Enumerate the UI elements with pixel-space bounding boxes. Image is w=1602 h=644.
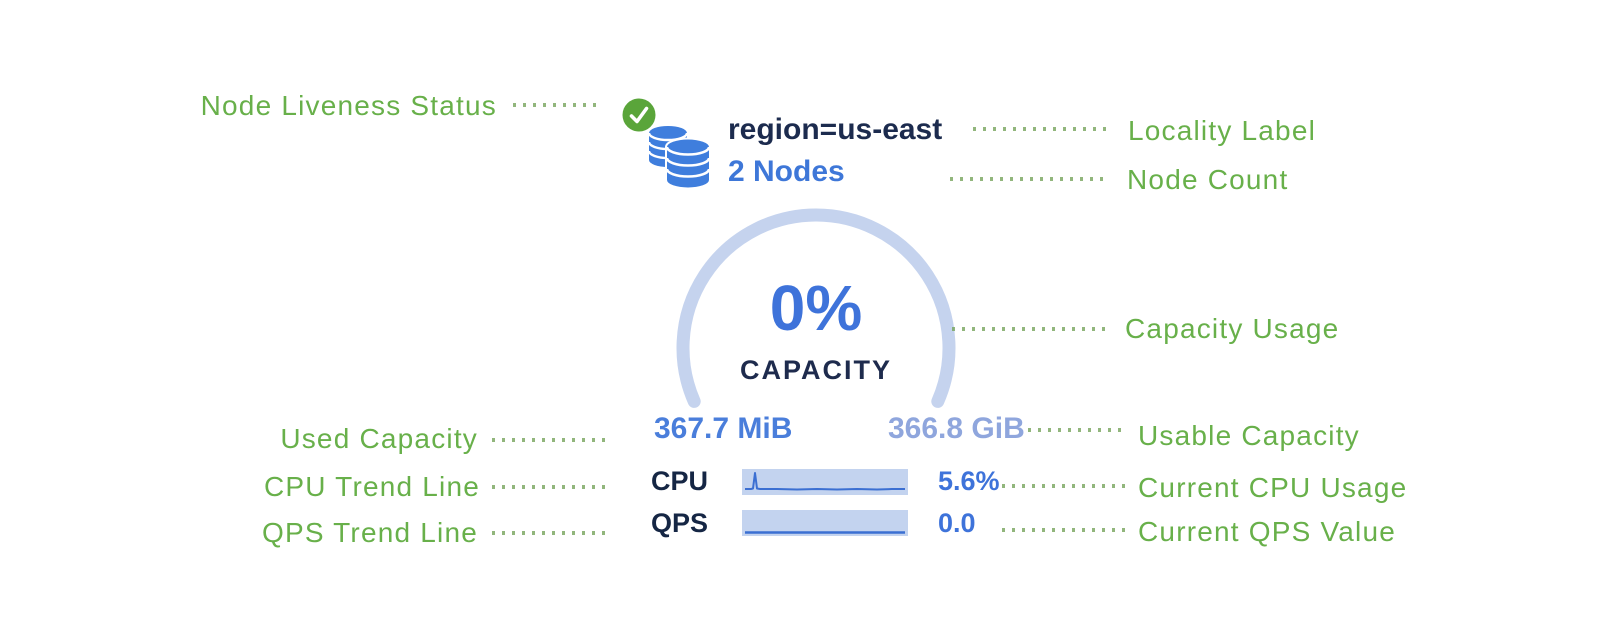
leader-line-current-qps [1002, 528, 1126, 532]
leader-line-node-count [950, 177, 1108, 181]
annotation-locality-label: Locality Label [1128, 115, 1317, 146]
annotation-qps-trend-line: QPS Trend Line [261, 517, 478, 548]
usable-capacity-value: 366.8 GiB [888, 412, 1025, 445]
annotation-capacity-usage: Capacity Usage [1125, 313, 1340, 344]
cpu-trend-sparkline [742, 469, 908, 495]
locality-label-value: region=us-east [728, 113, 943, 146]
node-count-value: 2 Nodes [728, 155, 845, 188]
capacity-usage-percent: 0% [769, 272, 863, 344]
capacity-gauge-title: CAPACITY [739, 355, 892, 385]
cpu-trend-line-path [745, 472, 905, 491]
check-circle-icon [622, 98, 656, 132]
annotation-node-liveness-status: Node Liveness Status [200, 90, 497, 121]
leader-line-locality [973, 127, 1108, 131]
current-qps-value: 0.0 [938, 508, 976, 538]
cpu-metric-label: CPU [650, 466, 708, 496]
annotation-used-capacity: Used Capacity [280, 423, 478, 454]
used-capacity-value: 367.7 MiB [654, 412, 793, 445]
leader-line-node-liveness [513, 103, 603, 107]
leader-line-qps-trend [492, 531, 608, 535]
annotation-cpu-trend-line: CPU Trend Line [263, 471, 480, 502]
annotation-current-cpu-usage: Current CPU Usage [1138, 472, 1408, 503]
database-stack-icon [648, 126, 710, 190]
leader-line-capacity-usage [952, 327, 1108, 331]
annotation-current-qps-value: Current QPS Value [1138, 516, 1396, 547]
leader-line-usable-capacity [1028, 428, 1128, 432]
annotation-usable-capacity: Usable Capacity [1138, 420, 1360, 451]
qps-trend-sparkline [742, 510, 908, 536]
annotation-node-count: Node Count [1127, 164, 1289, 195]
leader-line-current-cpu [1002, 484, 1126, 488]
leader-line-cpu-trend [492, 485, 608, 489]
qps-metric-label: QPS [650, 508, 708, 538]
leader-line-used-capacity [492, 438, 608, 442]
current-cpu-usage-value: 5.6% [938, 466, 1000, 496]
capacity-gauge-arc [676, 208, 956, 408]
